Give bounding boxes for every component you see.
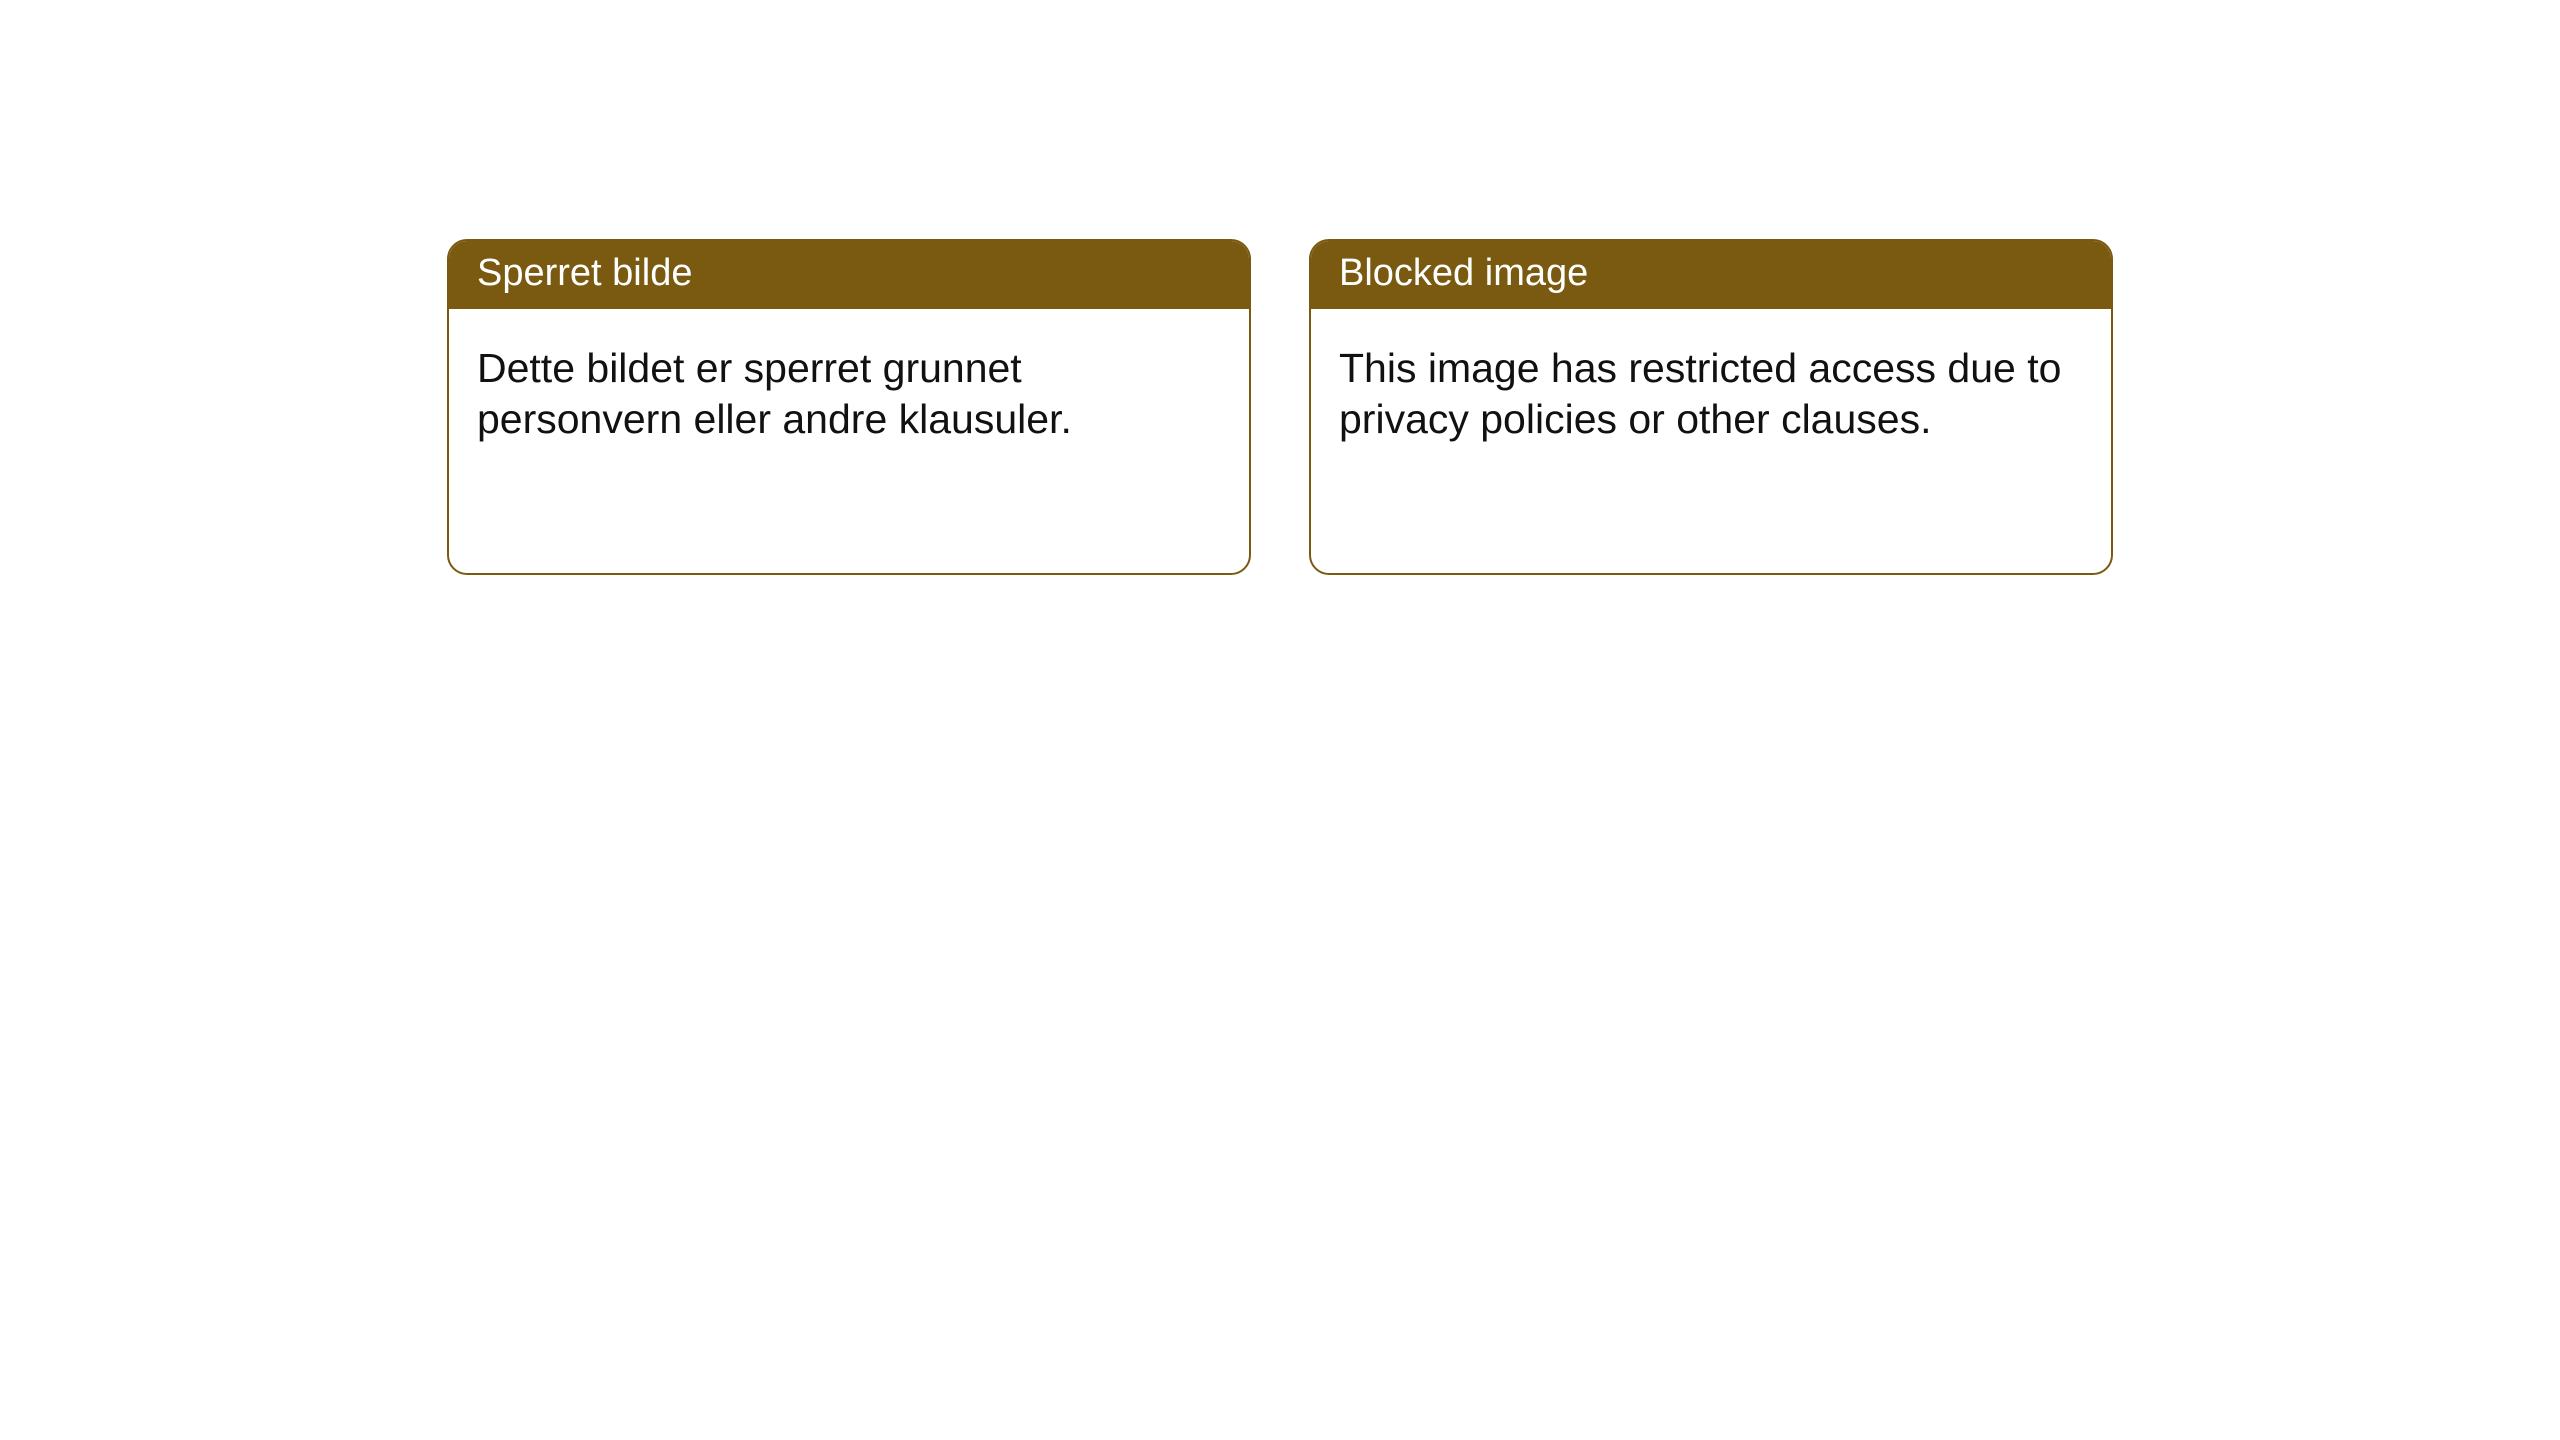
notice-card-norwegian: Sperret bilde Dette bildet er sperret gr…	[447, 239, 1251, 575]
notice-title-english: Blocked image	[1311, 241, 2111, 309]
notice-container: Sperret bilde Dette bildet er sperret gr…	[447, 239, 2113, 575]
notice-card-english: Blocked image This image has restricted …	[1309, 239, 2113, 575]
notice-body-norwegian: Dette bildet er sperret grunnet personve…	[449, 309, 1249, 474]
notice-body-english: This image has restricted access due to …	[1311, 309, 2111, 474]
notice-title-norwegian: Sperret bilde	[449, 241, 1249, 309]
